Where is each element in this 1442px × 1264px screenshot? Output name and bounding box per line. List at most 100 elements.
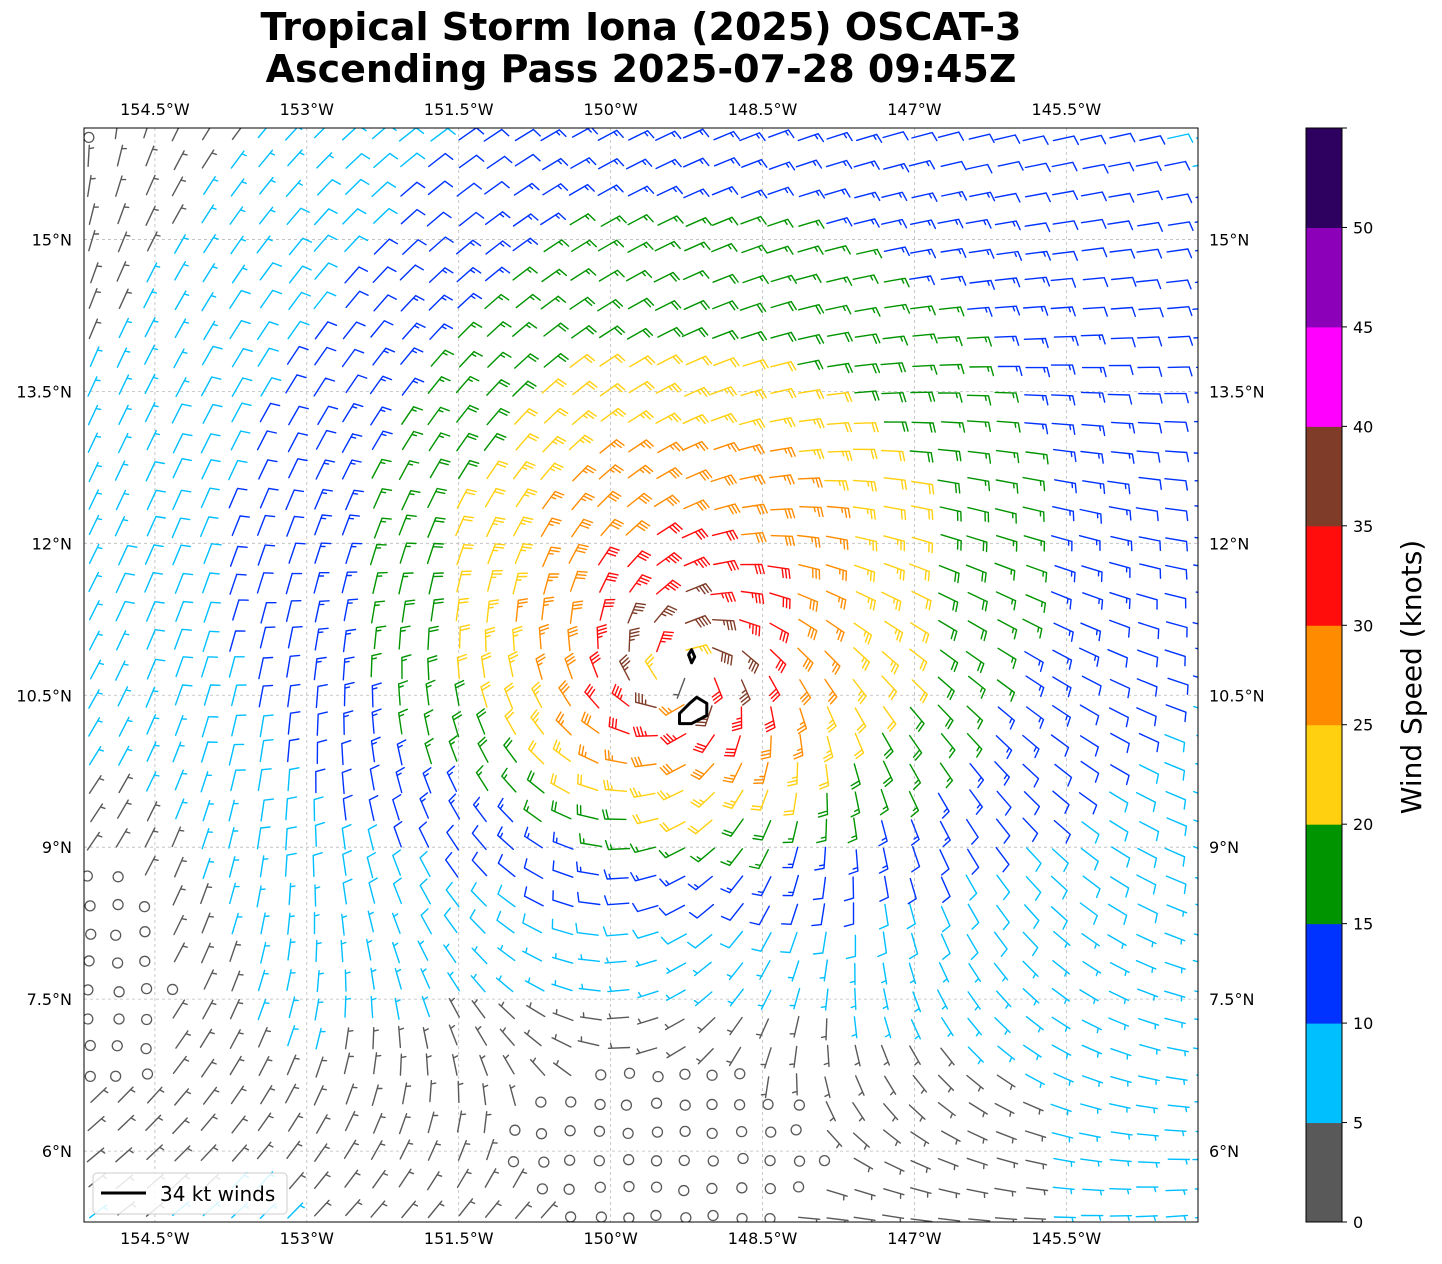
wind-barb xyxy=(487,351,512,368)
calm-wind-circle xyxy=(113,1013,125,1025)
wind-barb xyxy=(345,542,363,564)
wind-barb xyxy=(997,365,1023,377)
wind-barb xyxy=(740,331,767,342)
calm-wind-circle xyxy=(650,1209,662,1222)
wind-barb xyxy=(845,934,857,960)
wind-barb xyxy=(937,131,965,141)
wind-barb xyxy=(174,769,188,791)
wind-barb xyxy=(883,1103,899,1122)
wind-barb xyxy=(673,677,686,699)
wind-barb xyxy=(200,883,213,905)
wind-barb xyxy=(878,820,888,847)
wind-barb xyxy=(909,734,923,761)
wind-barb xyxy=(755,1018,770,1039)
wind-barb xyxy=(1024,1130,1047,1142)
wind-barb xyxy=(314,321,338,340)
wind-barb xyxy=(597,490,622,508)
lon-tick-label-top: 145.5°W xyxy=(1032,100,1102,119)
wind-barb xyxy=(203,543,222,565)
wind-barb xyxy=(284,852,297,877)
wind-barb xyxy=(711,243,738,253)
wind-barb xyxy=(258,459,278,480)
wind-barb xyxy=(627,185,655,197)
wind-barb xyxy=(228,856,240,878)
wind-barb xyxy=(288,996,299,1019)
lon-tick-label-top: 150°W xyxy=(583,100,638,119)
wind-barb xyxy=(967,591,988,612)
wind-barb xyxy=(787,762,799,787)
lat-tick-label-left: 12°N xyxy=(32,534,72,553)
wind-barb xyxy=(173,942,188,963)
wind-barb xyxy=(229,882,240,905)
wind-barb xyxy=(344,1110,359,1132)
wind-barb xyxy=(146,231,161,252)
wind-barb xyxy=(175,377,190,398)
wind-barb xyxy=(231,515,250,537)
wind-barb xyxy=(1050,591,1072,610)
wind-barb xyxy=(854,191,881,202)
wind-barb xyxy=(145,461,165,482)
wind-barb xyxy=(258,149,276,168)
wind-barb xyxy=(599,572,619,593)
wind-barb xyxy=(287,1025,299,1047)
wind-barb xyxy=(767,245,794,255)
wind-barb xyxy=(89,600,103,621)
wind-barb xyxy=(146,515,166,537)
wind-barb xyxy=(371,600,386,624)
wind-barb xyxy=(287,149,305,167)
wind-barb xyxy=(1137,847,1158,868)
wind-barb xyxy=(850,763,861,790)
wind-barb xyxy=(796,534,821,548)
wind-barb xyxy=(826,1129,843,1149)
wind-barb xyxy=(993,931,1008,957)
wind-barb xyxy=(256,1141,274,1160)
wind-barb xyxy=(660,933,687,945)
wind-barb xyxy=(1082,592,1104,610)
wind-barb xyxy=(485,266,511,282)
wind-barb xyxy=(314,514,333,536)
colorbar-frame xyxy=(1305,127,1343,1223)
wind-barb xyxy=(1136,678,1158,697)
wind-barb xyxy=(486,1138,498,1161)
wind-barb xyxy=(852,479,877,492)
lon-tick-label-top: 154.5°W xyxy=(120,100,190,119)
wind-barb xyxy=(575,922,599,936)
wind-barb xyxy=(513,516,534,537)
wind-barb xyxy=(849,962,856,986)
wind-barb xyxy=(455,597,470,622)
wind-barb xyxy=(1109,132,1136,143)
wind-barb xyxy=(741,244,768,254)
wind-barb xyxy=(1079,989,1099,1005)
wind-barb xyxy=(495,975,514,993)
wind-barb xyxy=(769,592,791,610)
wind-barb xyxy=(175,1030,191,1049)
wind-barb xyxy=(458,1198,476,1217)
wind-barb xyxy=(1082,277,1109,288)
wind-barb xyxy=(853,1216,876,1222)
calm-wind-circle xyxy=(650,1181,663,1193)
wind-barb xyxy=(995,449,1020,464)
wind-barb xyxy=(257,321,279,341)
wind-barb xyxy=(1082,163,1109,174)
wind-barb xyxy=(117,686,132,707)
wind-barb xyxy=(719,930,744,949)
wind-barb xyxy=(1109,1215,1132,1221)
wind-barb xyxy=(1111,276,1137,287)
wind-barb xyxy=(727,988,744,1007)
wind-barb xyxy=(584,683,600,709)
wind-barb xyxy=(369,375,393,395)
wind-barb xyxy=(1137,336,1163,347)
wind-barb xyxy=(1195,647,1198,650)
wind-34kt-contour xyxy=(687,648,697,665)
calm-wind-circle xyxy=(764,1182,776,1195)
wind-barb xyxy=(908,932,919,960)
wind-barb xyxy=(1026,564,1048,583)
wind-barb xyxy=(720,848,744,867)
wind-barb xyxy=(626,327,654,340)
wind-barb xyxy=(1193,705,1198,709)
wind-barb xyxy=(373,1052,382,1075)
wind-barb xyxy=(345,489,364,511)
wind-barb xyxy=(448,735,458,762)
chart-title-line-1: Tropical Storm Iona (2025) OSCAT-3 xyxy=(260,5,1022,49)
wind-barb xyxy=(512,266,538,281)
